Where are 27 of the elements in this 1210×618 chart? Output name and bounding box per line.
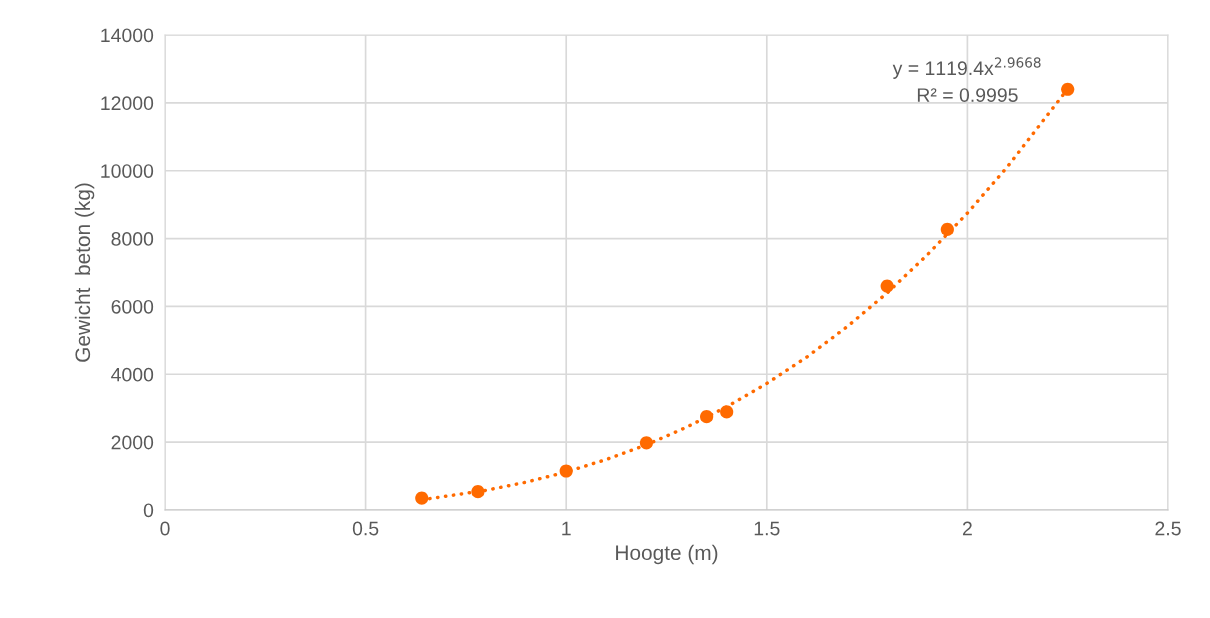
y-tick-label: 4000 <box>111 367 154 382</box>
point <box>415 491 429 505</box>
x-tick-label: 1.5 <box>754 521 780 536</box>
y-axis-title: Gewicht beton (kg) <box>74 183 95 362</box>
x-tick-label: 0.5 <box>352 521 379 536</box>
point <box>471 485 485 499</box>
x-tick-label: 2.5 <box>1155 521 1181 536</box>
point <box>639 436 654 450</box>
y-tick-label: 14000 <box>101 28 154 43</box>
y-tick-label: 6000 <box>111 299 154 314</box>
annotation: R² = 0.9995 <box>917 88 1018 102</box>
point <box>700 410 714 424</box>
point <box>720 405 734 419</box>
x-tick-label: 1 <box>562 521 571 536</box>
y-tick-label: 10000 <box>101 164 154 178</box>
x-axis-title: Hoogte (m) <box>616 544 718 565</box>
x-tick-label: 2 <box>962 521 972 536</box>
y-tick-label: 8000 <box>111 232 154 246</box>
point <box>559 464 573 478</box>
y-tick-label: 12000 <box>101 96 154 111</box>
y-tick-label: 2000 <box>111 435 154 450</box>
x-tick-label: 0 <box>160 521 170 536</box>
annotation: y = 1119.4x$^{2.9668}$ <box>892 57 1041 79</box>
y-tick-label: 0 <box>143 503 154 518</box>
point <box>880 279 894 293</box>
point <box>1061 82 1075 96</box>
point <box>940 222 954 236</box>
